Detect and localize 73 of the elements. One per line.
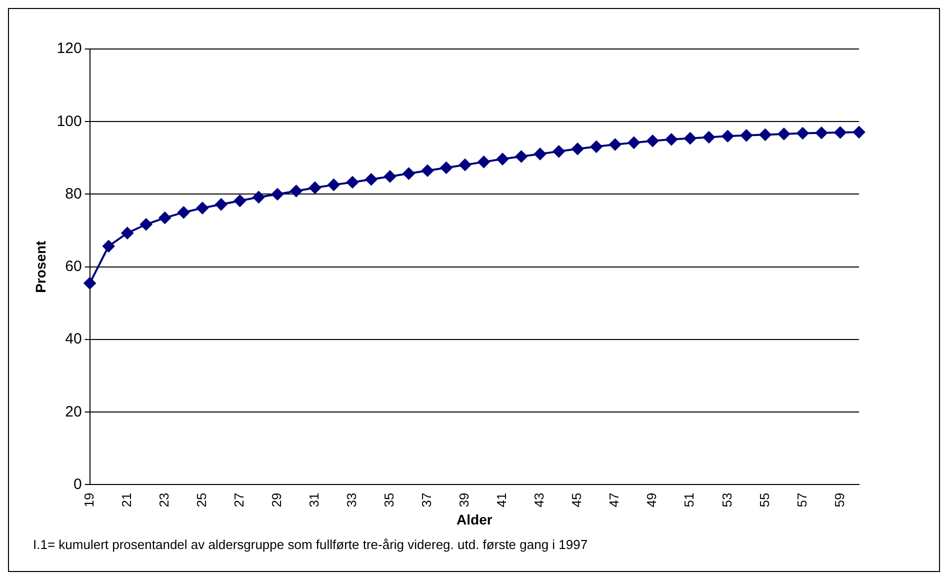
- x-tick-label: 51: [682, 492, 697, 508]
- point: [196, 202, 208, 214]
- y-axis-title: Prosent: [32, 240, 48, 293]
- x-tick-label: 47: [606, 492, 622, 508]
- point: [534, 148, 546, 160]
- point: [308, 182, 321, 194]
- point: [422, 164, 434, 177]
- point: [178, 206, 190, 218]
- point: [590, 140, 602, 153]
- point: [158, 212, 171, 224]
- x-tick-label: 37: [419, 492, 434, 508]
- point: [778, 128, 790, 140]
- point: [834, 126, 846, 139]
- point: [796, 127, 809, 140]
- point: [140, 218, 152, 230]
- x-tick-label: 45: [569, 492, 584, 508]
- point: [121, 227, 134, 240]
- text: I.1= kumulert prosentandel av aldersgruppe som fullførte tre-årig videreg. utd. første gang i 1997: [33, 537, 588, 552]
- x-tick-label: 27: [231, 492, 246, 508]
- point: [722, 130, 734, 142]
- point: [684, 132, 696, 144]
- x-tick-label: 41: [494, 492, 510, 508]
- x-tick-label: 39: [456, 492, 472, 508]
- point: [646, 134, 659, 147]
- y-tick-label: 120: [56, 40, 82, 58]
- point: [440, 162, 452, 174]
- point: [346, 176, 358, 188]
- x-tick-label: 25: [194, 492, 209, 508]
- x-tick-label: 59: [832, 492, 847, 508]
- x-tick-label: 53: [719, 492, 734, 508]
- y-tick-label: 60: [65, 258, 82, 276]
- x-tick-label: 31: [306, 492, 322, 508]
- point: [102, 240, 115, 252]
- x-tick-label: 57: [794, 492, 810, 508]
- point: [515, 150, 528, 162]
- x-tick-label: 49: [644, 492, 660, 508]
- x-tick-label: 55: [756, 492, 772, 508]
- point: [459, 158, 472, 171]
- x-axis-title: Alder: [456, 511, 493, 528]
- point: [478, 156, 490, 168]
- y-tick-label: 40: [65, 330, 82, 348]
- point: [252, 191, 265, 204]
- y-tick-label: 20: [65, 403, 82, 420]
- point: [609, 138, 622, 150]
- y-tick-label: 100: [56, 112, 82, 130]
- point: [552, 145, 565, 158]
- point: [853, 126, 865, 138]
- point: [740, 129, 752, 142]
- point: [290, 184, 302, 197]
- point: [572, 142, 584, 155]
- x-tick-label: 35: [382, 492, 397, 508]
- point: [271, 188, 284, 200]
- x-tick-label: 21: [118, 492, 134, 508]
- point: [496, 153, 509, 166]
- x-tick-label: 29: [269, 492, 284, 508]
- point: [628, 136, 640, 149]
- point: [234, 194, 246, 207]
- x-tick-label: 19: [81, 492, 96, 508]
- point: [215, 198, 228, 210]
- point: [328, 178, 340, 191]
- point: [84, 277, 96, 290]
- x-tick-label: 43: [532, 492, 547, 508]
- point: [402, 168, 415, 180]
- point: [384, 170, 396, 182]
- point: [365, 173, 378, 186]
- y-tick-label: 80: [65, 185, 82, 202]
- point: [665, 133, 678, 146]
- y-tick-label: 0: [73, 476, 82, 493]
- point: [815, 126, 828, 139]
- x-tick-label: 33: [344, 492, 360, 508]
- point: [759, 128, 772, 141]
- point: [702, 131, 715, 144]
- x-tick-label: 23: [156, 492, 172, 508]
